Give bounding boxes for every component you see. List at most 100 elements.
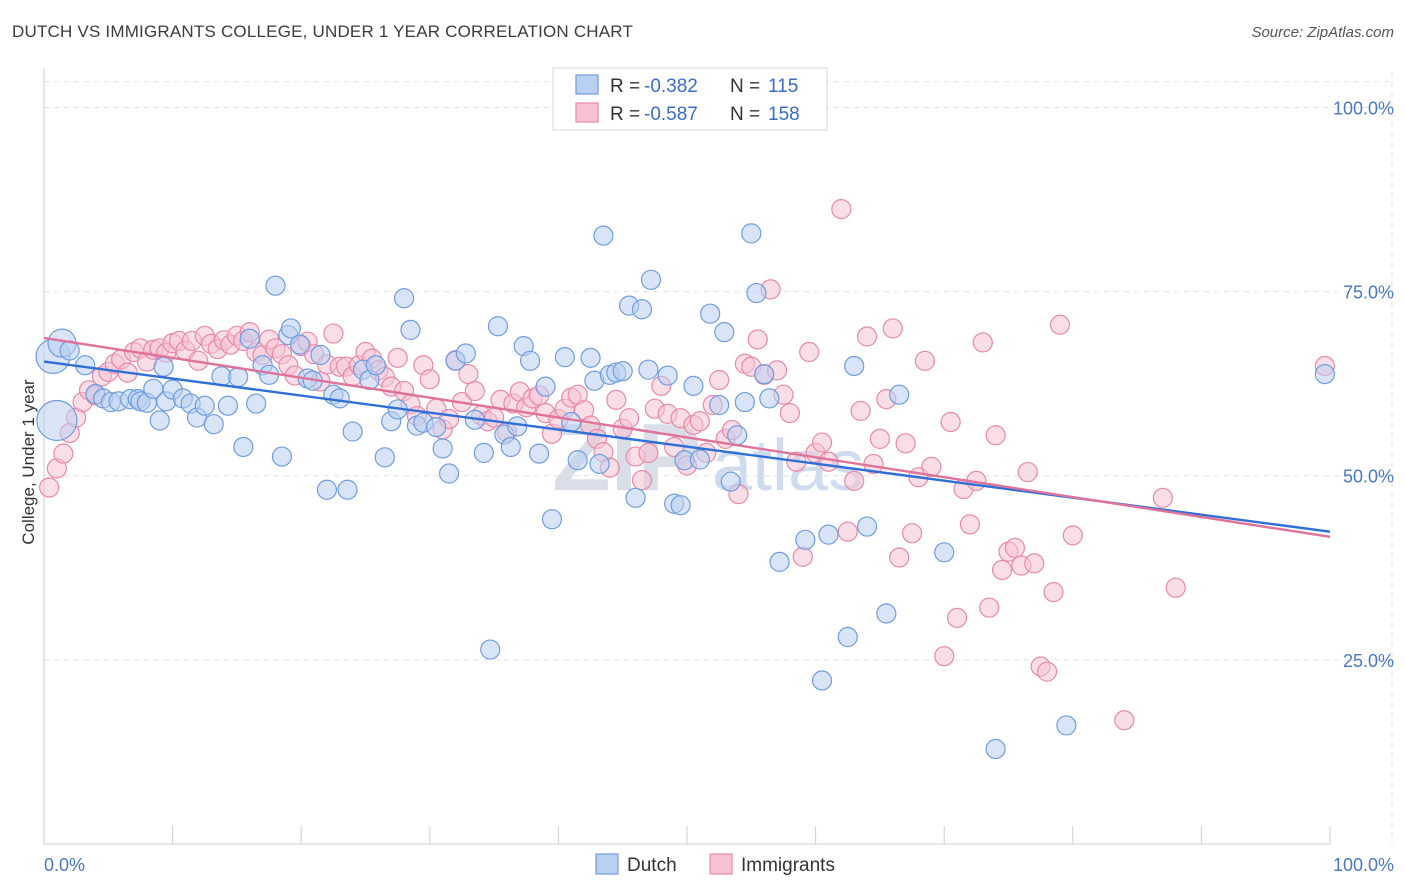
- dutch-point: [374, 447, 395, 468]
- immigrants-point: [901, 523, 923, 544]
- immigrants-point: [985, 425, 1006, 446]
- immigrants-point: [889, 547, 910, 568]
- legend-r-label-dutch: R =: [610, 76, 640, 97]
- immigrants-point: [638, 442, 659, 463]
- legend-n-label-immigrants: N =: [730, 104, 760, 125]
- dutch-point: [612, 361, 633, 382]
- dutch-point: [554, 347, 575, 368]
- dutch-point: [455, 343, 476, 364]
- trend-lines: [43, 336, 1331, 539]
- dutch-point: [741, 223, 762, 244]
- dutch-point: [811, 670, 833, 691]
- immigrants-point: [689, 411, 710, 432]
- dutch-point: [934, 542, 955, 563]
- dutch-point: [217, 395, 238, 416]
- bottom-legend: Dutch Immigrants: [595, 853, 835, 876]
- immigrants-point: [792, 546, 813, 567]
- dutch-point: [876, 603, 897, 624]
- dutch-point: [280, 318, 302, 339]
- dutch-point: [233, 436, 254, 458]
- dutch-point: [1056, 715, 1077, 736]
- dutch-point: [329, 388, 350, 409]
- dutch-point: [856, 516, 878, 537]
- immigrants-point: [856, 326, 878, 347]
- immigrants-point: [464, 380, 485, 402]
- dutch-point: [426, 417, 447, 438]
- immigrants-point: [818, 451, 839, 472]
- dutch-point: [500, 436, 521, 458]
- dutch-point: [541, 509, 563, 530]
- y-tick-label-2: 75.0%: [1343, 283, 1394, 303]
- immigrants-point: [779, 403, 800, 424]
- dutch-point: [709, 394, 730, 416]
- dutch-point: [507, 416, 528, 437]
- dutch-point: [734, 391, 755, 413]
- dutch-point: [487, 316, 509, 337]
- immigrants-point: [811, 432, 833, 453]
- immigrants-point: [709, 369, 730, 391]
- dutch-point: [593, 225, 614, 246]
- immigrants-point: [940, 411, 961, 433]
- dutch-point: [631, 299, 653, 320]
- dutch-point: [727, 425, 748, 446]
- dutch-point: [759, 388, 780, 409]
- dutch-point: [529, 443, 550, 464]
- dutch-point: [837, 626, 858, 648]
- legend-swatch-dutch: [575, 74, 599, 95]
- dutch-point: [473, 442, 494, 463]
- bottom-legend-label-dutch: Dutch: [627, 855, 677, 876]
- dutch-point: [985, 738, 1006, 760]
- tick-labels: 25.0% 50.0% 75.0% 100.0% 0.0% 100.0%: [44, 98, 1394, 875]
- y-tick-label-1: 50.0%: [1343, 467, 1394, 487]
- dutch-point: [365, 355, 386, 376]
- dutch-point: [310, 344, 331, 366]
- dutch-point: [289, 334, 311, 355]
- dutch-point: [657, 365, 678, 386]
- dutch-point: [393, 288, 415, 309]
- dutch-point: [714, 322, 735, 343]
- dutch-point: [769, 551, 790, 573]
- dutch-point: [670, 495, 691, 516]
- dutch-point: [818, 524, 839, 545]
- immigrants-point: [1017, 461, 1038, 483]
- dutch-point: [889, 384, 910, 405]
- axes: [43, 68, 1331, 845]
- dutch-point: [271, 446, 293, 467]
- immigrants-point: [1152, 487, 1173, 508]
- dutch-point: [561, 411, 582, 433]
- immigrants-point: [1036, 661, 1058, 682]
- legend-n-label-dutch: N =: [730, 76, 760, 97]
- immigrants-point: [1062, 525, 1083, 546]
- immigrants-point: [934, 646, 955, 667]
- chart-title: DUTCH VS IMMIGRANTS COLLEGE, UNDER 1 YEA…: [12, 22, 634, 41]
- legend-r-value-dutch: -0.382: [644, 76, 698, 97]
- dutch-point: [535, 376, 556, 397]
- source-label: Source: ZipAtlas.com: [1251, 24, 1394, 41]
- dutch-point: [149, 410, 170, 431]
- dutch-point: [640, 269, 662, 290]
- immigrants-point: [895, 433, 916, 454]
- dutch-point: [700, 303, 721, 324]
- immigrants-point: [1004, 537, 1026, 559]
- immigrants-point: [869, 428, 891, 450]
- stats-legend: R = -0.382 N = 115 R = -0.587 N = 158: [552, 67, 828, 131]
- dutch-point: [203, 414, 224, 435]
- immigrants-point: [53, 443, 74, 464]
- immigrants-point: [831, 199, 852, 220]
- dutch-point: [754, 363, 775, 385]
- dutch-point: [638, 359, 659, 380]
- scatter-points: [35, 199, 1335, 760]
- dutch-point: [36, 399, 78, 442]
- dutch-point: [438, 463, 460, 484]
- x-tick-label-0: 0.0%: [44, 855, 85, 875]
- dutch-point: [520, 350, 541, 371]
- dutch-point: [228, 366, 249, 388]
- immigrants-trend-line: [43, 336, 1331, 539]
- immigrants-point: [946, 607, 968, 628]
- dutch-point: [689, 449, 710, 470]
- immigrants-point: [972, 332, 993, 353]
- dutch-point: [153, 356, 174, 377]
- dutch-point: [580, 347, 601, 368]
- bottom-legend-swatch-dutch: [595, 853, 619, 875]
